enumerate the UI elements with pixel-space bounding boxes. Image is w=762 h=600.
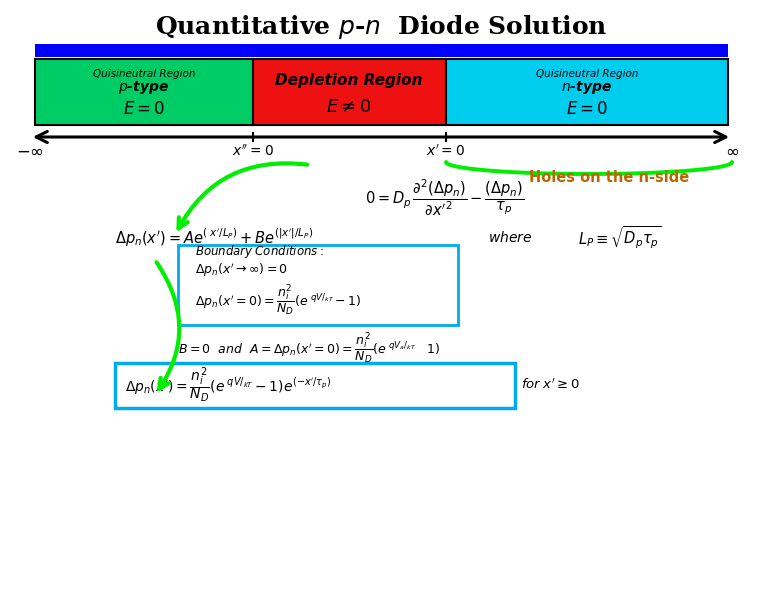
Bar xyxy=(35,44,728,57)
Text: $B = 0$  $and$  $A = \Delta p_n(x'=0) = \dfrac{n_i^2}{N_D}\left(e^{\;qV_a/_{kT}}: $B = 0$ $and$ $A = \Delta p_n(x'=0) = \d… xyxy=(178,331,440,365)
Text: $Boundary\;Conditions:$: $Boundary\;Conditions:$ xyxy=(195,244,324,260)
Text: $L_P \equiv \sqrt{D_p\tau_p}$: $L_P \equiv \sqrt{D_p\tau_p}$ xyxy=(578,225,662,251)
Bar xyxy=(178,245,458,325)
Text: $E \neq 0$: $E \neq 0$ xyxy=(326,98,372,116)
Text: Depletion Region: Depletion Region xyxy=(275,73,423,88)
Text: Quisineutral Region: Quisineutral Region xyxy=(536,69,639,79)
Bar xyxy=(35,59,253,125)
Text: $where$: $where$ xyxy=(488,230,532,245)
Text: $\infty$: $\infty$ xyxy=(725,142,739,160)
Text: $x''=0$: $x''=0$ xyxy=(232,143,274,158)
Text: $\Delta p_n(x'=0) = \dfrac{n_i^2}{N_D}\left(e^{\;qV/_{kT}} - 1\right)$: $\Delta p_n(x'=0) = \dfrac{n_i^2}{N_D}\l… xyxy=(195,283,362,317)
Text: Quisineutral Region: Quisineutral Region xyxy=(93,69,195,79)
Text: $0 = D_p\,\dfrac{\partial^2(\Delta p_n)}{\partial x'^{2}} - \dfrac{(\Delta p_n)}: $0 = D_p\,\dfrac{\partial^2(\Delta p_n)}… xyxy=(365,178,525,218)
Text: Quantitative $\bf{\mathit{p}}$-$\bf{\mathit{n}}$  Diode Solution: Quantitative $\bf{\mathit{p}}$-$\bf{\mat… xyxy=(155,13,607,41)
Text: $x'=0$: $x'=0$ xyxy=(427,143,466,158)
Text: $E = 0$: $E = 0$ xyxy=(123,100,165,118)
Bar xyxy=(446,59,728,125)
Text: Holes on the n-side: Holes on the n-side xyxy=(529,170,689,185)
Bar xyxy=(253,59,446,125)
Text: $-\infty$: $-\infty$ xyxy=(16,142,44,160)
Text: $for\;x' \geq 0$: $for\;x' \geq 0$ xyxy=(520,378,579,392)
Text: $p$-type: $p$-type xyxy=(118,79,170,97)
Text: $n$-type: $n$-type xyxy=(562,79,613,97)
Text: $E = 0$: $E = 0$ xyxy=(566,100,608,118)
Text: $\Delta p_n(x') = Ae^{(\;x'/L_P)} + Be^{(|x'|/L_P)}$: $\Delta p_n(x') = Ae^{(\;x'/L_P)} + Be^{… xyxy=(115,227,313,249)
Text: $\Delta p_n(x') = \dfrac{n_i^2}{N_D}\left(e^{\;qV/_{kT}}-1\right)e^{(-x'/\tau_p): $\Delta p_n(x') = \dfrac{n_i^2}{N_D}\lef… xyxy=(125,365,331,404)
Text: $\Delta p_n(x' \rightarrow \infty) = 0$: $\Delta p_n(x' \rightarrow \infty) = 0$ xyxy=(195,261,288,279)
Bar xyxy=(115,363,515,408)
